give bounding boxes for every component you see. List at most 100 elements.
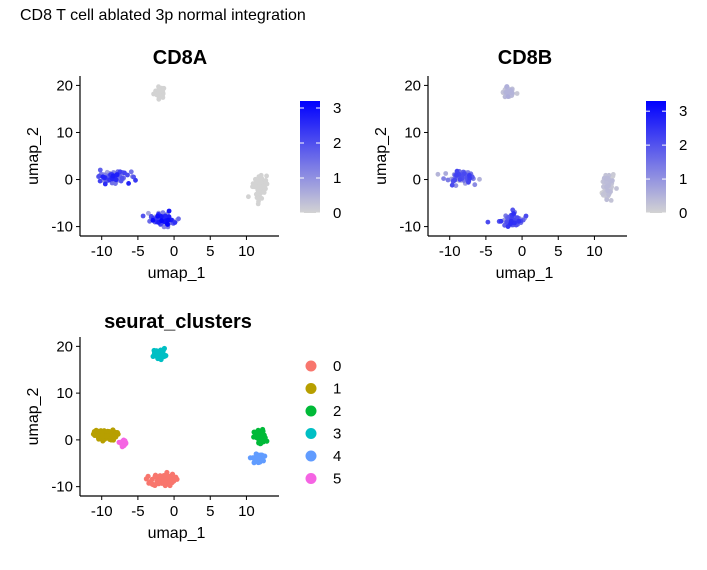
panel-cd8b: CD8B -10 -5 0 5 10 -10 0 10 20 umap_1 umap_2 0 1 2 3 [373, 47, 687, 282]
data-point-right [606, 176, 611, 182]
legend-swatch-0 [305, 360, 317, 372]
data-point-left [435, 171, 441, 177]
data-point-cluster-1 [110, 427, 116, 433]
data-point-cluster-0 [145, 473, 151, 479]
figure-title: CD8 T cell ablated 3p normal integration [20, 7, 306, 24]
x-tick-label: 5 [554, 243, 562, 260]
data-points [435, 84, 619, 230]
data-point-left [101, 175, 107, 180]
data-point-cluster-4 [247, 455, 253, 461]
data-point-cluster-5 [116, 439, 122, 445]
y-tick-label: 0 [65, 172, 73, 189]
y-axis-label: umap_2 [25, 127, 42, 185]
data-point-left [453, 183, 459, 189]
data-point-bottom [150, 217, 156, 223]
x-tick-label: 10 [238, 243, 255, 260]
data-point-right [263, 179, 269, 185]
data-point-left [128, 169, 134, 175]
data-point-left [467, 173, 472, 178]
data-point-left [133, 177, 138, 183]
data-point-top [514, 91, 520, 96]
x-tick-label: 10 [238, 503, 255, 520]
data-point-bottom [508, 221, 513, 227]
data-point-cluster-0 [172, 475, 178, 482]
x-tick-label: 0 [518, 243, 526, 260]
data-point-left [96, 173, 102, 179]
data-point-top [153, 91, 159, 97]
x-tick-label: 0 [170, 243, 178, 260]
x-tick-label: 0 [170, 503, 178, 520]
data-point-cluster-0 [161, 473, 167, 479]
data-point-bottom [176, 216, 181, 222]
data-point-bottom [155, 213, 161, 219]
x-tick-label: -5 [131, 503, 144, 520]
x-tick-label: 10 [586, 243, 603, 260]
data-point-bottom [510, 207, 516, 213]
data-point-right [259, 196, 265, 201]
data-point-right [604, 197, 610, 203]
legend-label-1: 1 [333, 381, 341, 398]
x-tick-label: -10 [91, 243, 113, 260]
data-point-right [253, 177, 258, 183]
data-point-right [253, 191, 259, 197]
data-point-cluster-1 [100, 433, 106, 439]
x-tick-label: 5 [206, 243, 214, 260]
colorbar-label: 2 [333, 135, 341, 152]
data-point-bottom [516, 218, 522, 224]
data-point-top [504, 90, 510, 95]
data-points [96, 84, 270, 230]
data-point-left [443, 171, 449, 176]
data-point-bottom [140, 213, 146, 219]
data-point-cluster-3 [158, 351, 164, 357]
data-point-left [126, 181, 131, 186]
y-tick-label: 20 [56, 77, 73, 94]
data-point-right [246, 194, 251, 200]
colorbar [300, 101, 320, 213]
data-point-cluster-4 [252, 456, 258, 462]
legend-label-2: 2 [333, 403, 341, 420]
data-point-left [97, 178, 103, 184]
x-axis-label: umap_1 [148, 525, 206, 542]
data-point-cluster-1 [91, 429, 97, 435]
y-tick-label: -10 [51, 479, 73, 496]
data-point-bottom [161, 224, 167, 230]
data-point-right [605, 188, 611, 194]
data-point-left [452, 177, 458, 183]
data-point-bottom [165, 217, 171, 223]
data-point-left [457, 177, 463, 182]
x-tick-label: -5 [479, 243, 492, 260]
y-tick-label: 10 [404, 124, 421, 141]
data-point-bottom [159, 218, 165, 224]
legend-swatch-1 [305, 383, 317, 394]
colorbar-label: 0 [333, 205, 341, 222]
data-point-left [97, 167, 103, 173]
data-point-cluster-2 [260, 439, 266, 445]
data-point-top [505, 94, 511, 99]
legend-swatch-5 [305, 473, 317, 484]
data-point-right [261, 189, 267, 194]
colorbar-label: 0 [679, 205, 687, 222]
colorbar [646, 101, 666, 213]
data-point-left [102, 181, 108, 187]
data-point-left [449, 182, 455, 188]
data-point-cluster-0 [161, 476, 167, 482]
data-point-bottom [160, 210, 166, 216]
panel-title: seurat_clusters [104, 311, 252, 333]
panel-seurat-clusters: seurat_clusters-10 -5 0 5 10-1001020umap_1um… [25, 311, 341, 542]
y-tick-label: -10 [51, 219, 73, 236]
data-point-left [445, 177, 451, 183]
data-point-left [462, 171, 467, 177]
data-point-right [258, 172, 264, 178]
y-tick-label: 20 [56, 338, 73, 355]
legend-label-0: 0 [333, 358, 341, 375]
panel-title: CD8B [498, 47, 552, 69]
data-point-cluster-0 [155, 478, 161, 484]
legend-label-5: 5 [333, 471, 341, 488]
data-point-right [606, 183, 611, 188]
data-point-bottom [166, 208, 172, 214]
data-point-cluster-3 [155, 355, 161, 361]
y-axis-label: umap_2 [373, 127, 390, 185]
x-tick-label: -10 [439, 243, 461, 260]
legend-swatch-3 [305, 428, 317, 439]
data-point-left [119, 175, 125, 181]
